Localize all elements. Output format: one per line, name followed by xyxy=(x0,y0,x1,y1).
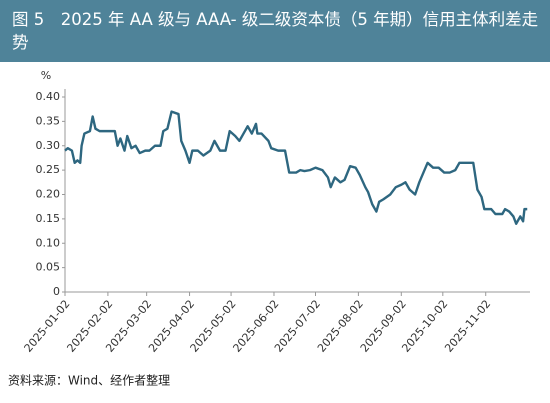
y-tick-label: 0.25 xyxy=(36,163,61,176)
y-tick-label: 0.30 xyxy=(36,139,61,152)
y-tick-label: 0 xyxy=(53,285,60,298)
y-tick-label: 0.35 xyxy=(36,114,61,127)
y-tick-label: 0.15 xyxy=(36,212,61,225)
y-axis-label: % xyxy=(41,69,51,82)
y-tick-label: 0.40 xyxy=(36,90,61,103)
chart-title: 图 5 2025 年 AA 级与 AAA- 级二级资本债（5 年期）信用主体利差… xyxy=(0,0,550,62)
y-tick-label: 0.20 xyxy=(36,188,61,201)
y-tick-label: 0.05 xyxy=(36,261,61,274)
source-note: 资料来源：Wind、经作者整理 xyxy=(8,373,170,388)
y-tick-label: 0.10 xyxy=(36,236,61,249)
line-series xyxy=(64,110,528,225)
